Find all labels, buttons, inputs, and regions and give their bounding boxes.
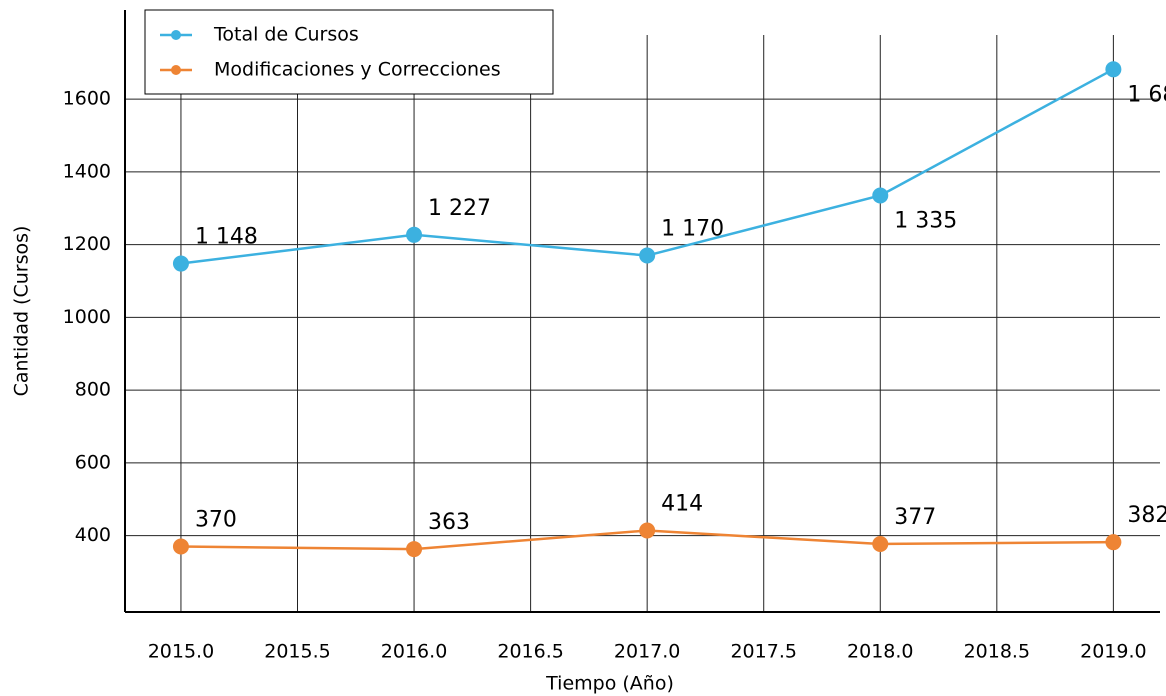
y-tick-label: 1000 xyxy=(63,306,111,328)
data-label: 363 xyxy=(428,510,470,535)
y-tick-label: 1600 xyxy=(63,88,111,110)
data-label: 1 148 xyxy=(195,225,258,250)
data-point xyxy=(406,541,423,558)
data-label: 1 170 xyxy=(661,217,724,242)
data-label: 1 227 xyxy=(428,196,491,221)
x-tick-label: 2015.5 xyxy=(264,641,330,663)
x-tick-label: 2018.5 xyxy=(964,641,1030,663)
x-tick-label: 2015.0 xyxy=(148,641,214,663)
legend-box xyxy=(144,9,554,95)
data-point xyxy=(406,226,423,243)
y-tick-label: 800 xyxy=(75,379,111,401)
legend-marker xyxy=(171,65,181,75)
data-point xyxy=(172,255,189,272)
legend-label: Modificaciones y Correcciones xyxy=(214,59,501,81)
x-tick-label: 2017.0 xyxy=(614,641,680,663)
data-label: 370 xyxy=(195,508,237,533)
data-point xyxy=(872,187,889,204)
data-point xyxy=(639,522,656,539)
y-axis-title: Cantidad (Cursos) xyxy=(11,226,33,397)
y-tick-label: 600 xyxy=(75,451,111,473)
data-point xyxy=(639,247,656,264)
data-label: 377 xyxy=(894,505,936,530)
x-tick-label: 2018.0 xyxy=(847,641,913,663)
x-axis-title: Tiempo (Año) xyxy=(545,673,674,695)
data-point xyxy=(1105,61,1122,78)
x-tick-label: 2016.5 xyxy=(497,641,563,663)
data-point xyxy=(872,535,889,552)
legend-marker xyxy=(171,30,181,40)
y-tick-label: 1400 xyxy=(63,160,111,182)
legend-label: Total de Cursos xyxy=(213,24,359,46)
data-label: 414 xyxy=(661,492,703,517)
y-tick-label: 1200 xyxy=(63,233,111,255)
x-tick-label: 2017.5 xyxy=(730,641,796,663)
data-label: 382 xyxy=(1127,503,1166,528)
y-tick-label: 400 xyxy=(75,524,111,546)
data-point xyxy=(1105,534,1122,551)
x-tick-label: 2016.0 xyxy=(381,641,447,663)
data-label: 1 335 xyxy=(894,209,957,234)
data-label: 1 682 xyxy=(1127,82,1166,107)
x-tick-label: 2019.0 xyxy=(1080,641,1146,663)
data-point xyxy=(172,538,189,555)
